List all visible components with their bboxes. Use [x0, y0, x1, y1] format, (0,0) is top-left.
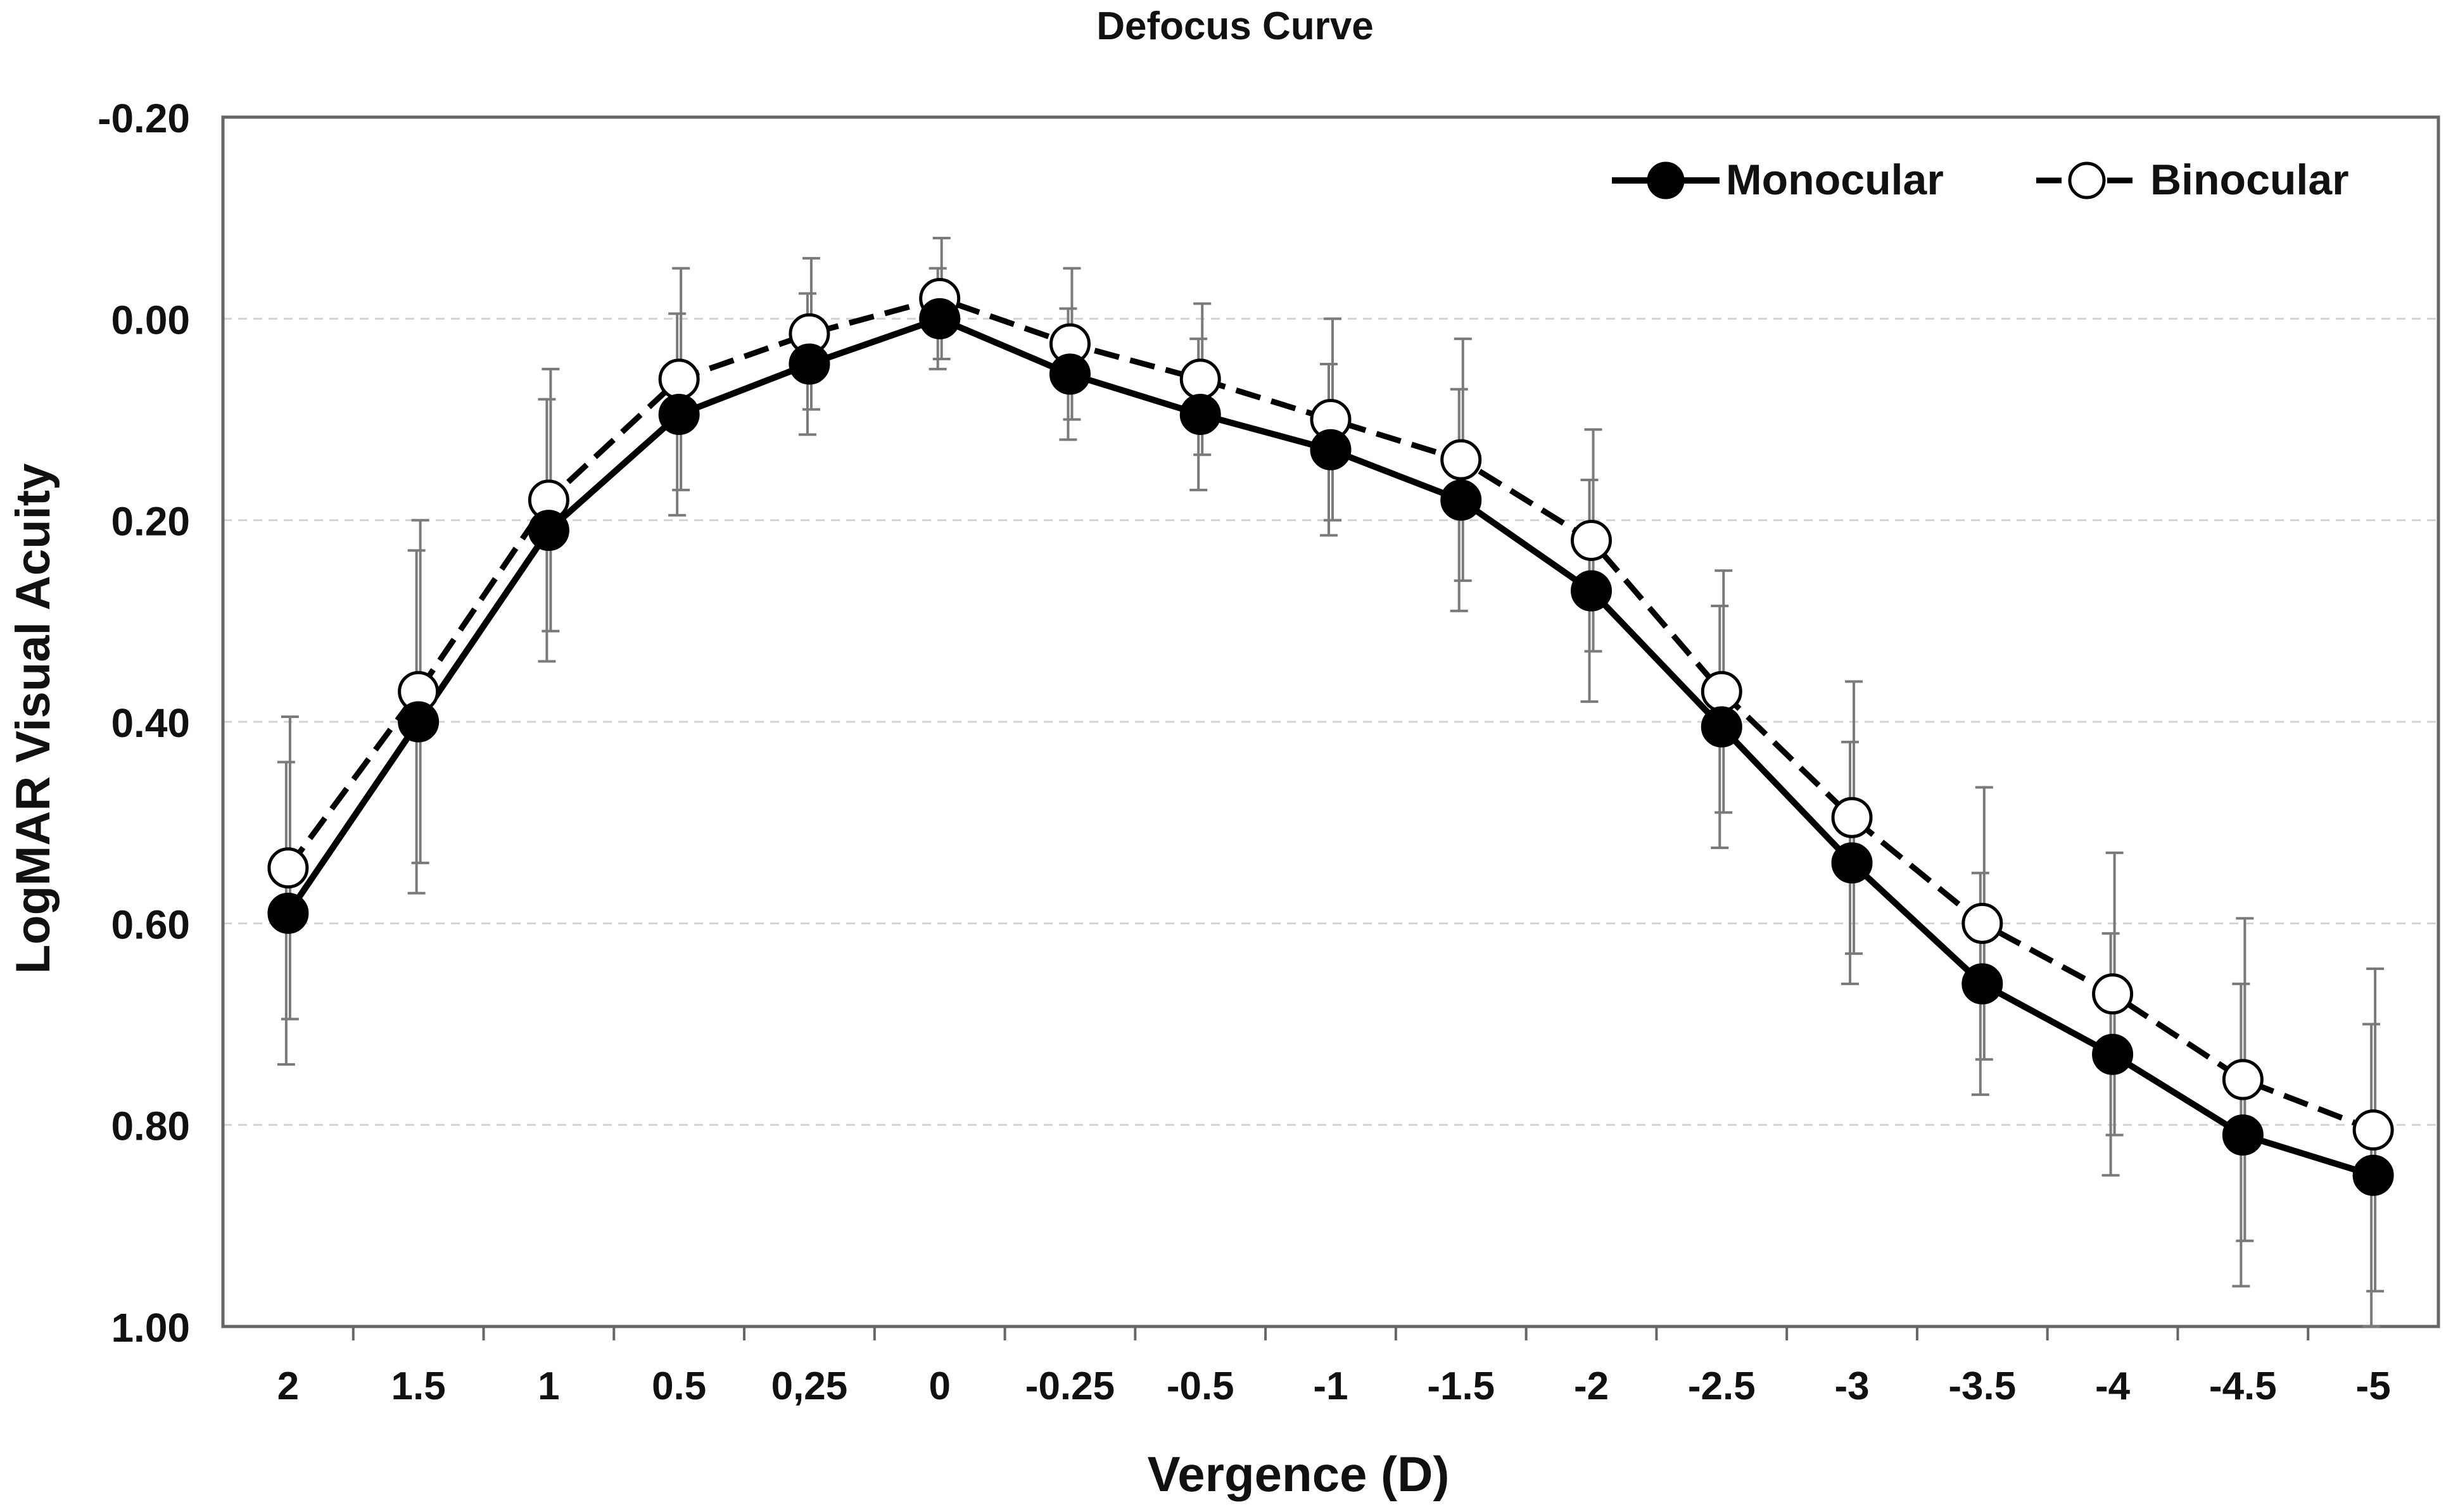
x-axis-title: Vergence (D)	[1148, 1446, 1450, 1502]
binocular-point	[1179, 358, 1221, 400]
legend: Monocular Binocular	[1612, 156, 2349, 204]
monocular-point	[789, 343, 830, 385]
monocular-point	[658, 394, 700, 436]
y-axis-title: LogMAR Visual Acuity	[6, 463, 60, 974]
y-tick-label: 1.00	[111, 1305, 190, 1351]
series-markers	[267, 278, 2394, 1196]
monocular-point	[1831, 842, 1873, 884]
binocular-point	[1961, 902, 2003, 944]
binocular-point	[1440, 439, 1482, 481]
monocular-point	[1571, 570, 1613, 612]
monocular-point	[1440, 479, 1482, 521]
monocular-point	[919, 298, 961, 339]
x-tick-label: 0,25	[771, 1364, 848, 1408]
monocular-point	[1179, 394, 1221, 436]
monocular-point	[2092, 1033, 2134, 1075]
y-tick-label: 0.00	[111, 297, 190, 343]
binocular-point	[2352, 1109, 2394, 1151]
monocular-point	[2352, 1154, 2394, 1196]
x-tick-label: -1	[1313, 1364, 1348, 1408]
binocular-point	[267, 847, 309, 889]
x-tick-label: -1.5	[1427, 1364, 1495, 1408]
legend-binocular-marker	[2068, 161, 2106, 199]
x-axis-tick-marks	[352, 1326, 2310, 1340]
binocular-point	[2222, 1059, 2264, 1100]
binocular-point	[2092, 973, 2134, 1015]
x-axis-tick-labels: 2 1.5 1 0.5 0,25 0 -0.25 -0.5 -1 -1.5 -2 -2.5 -3 -3.5…	[277, 1364, 2391, 1408]
plot-area-frame	[221, 115, 2440, 1328]
x-tick-label: 2	[277, 1364, 299, 1408]
y-axis-tick-labels: -0.20 0.00 0.20 0.40 0.60 0.80 1.00	[98, 96, 190, 1351]
binocular-point	[1701, 671, 1742, 712]
x-tick-label: -3	[1834, 1364, 1869, 1408]
x-tick-label: -2	[1574, 1364, 1609, 1408]
monocular-point	[528, 510, 569, 551]
y-tick-label: 0.60	[111, 902, 190, 947]
binocular-point	[1831, 797, 1873, 838]
chart-title: Defocus Curve	[1096, 4, 1374, 48]
binocular-point	[1571, 520, 1613, 561]
x-tick-label: -4	[2095, 1364, 2131, 1408]
monocular-point	[2222, 1114, 2264, 1156]
grid-lines	[223, 317, 2438, 1126]
x-tick-label: -4.5	[2209, 1364, 2277, 1408]
legend-monocular-marker	[1647, 161, 1685, 199]
x-tick-label: -5	[2356, 1364, 2391, 1408]
y-tick-label: 0.20	[111, 499, 190, 545]
monocular-point	[1049, 353, 1091, 395]
binocular-series-line	[286, 296, 2374, 1133]
y-tick-label: 0.80	[111, 1104, 190, 1149]
monocular-point	[398, 701, 440, 743]
y-tick-label: -0.20	[98, 96, 190, 141]
x-tick-label: -0.5	[1167, 1364, 1234, 1408]
y-tick-label: 0.40	[111, 700, 190, 746]
x-tick-label: 1.5	[391, 1364, 446, 1408]
x-tick-label: 0.5	[652, 1364, 706, 1408]
monocular-point	[1961, 963, 2003, 1005]
monocular-point	[267, 892, 309, 934]
legend-monocular-label: Monocular	[1726, 156, 1944, 204]
x-tick-label: -3.5	[1948, 1364, 2016, 1408]
monocular-point	[1310, 429, 1352, 470]
binocular-point	[658, 358, 700, 400]
x-tick-label: -0.25	[1025, 1364, 1115, 1408]
x-tick-label: -2.5	[1688, 1364, 1756, 1408]
x-tick-label: 0	[928, 1364, 950, 1408]
monocular-point	[1701, 706, 1742, 748]
x-tick-label: 1	[538, 1364, 559, 1408]
legend-binocular-label: Binocular	[2150, 156, 2349, 204]
